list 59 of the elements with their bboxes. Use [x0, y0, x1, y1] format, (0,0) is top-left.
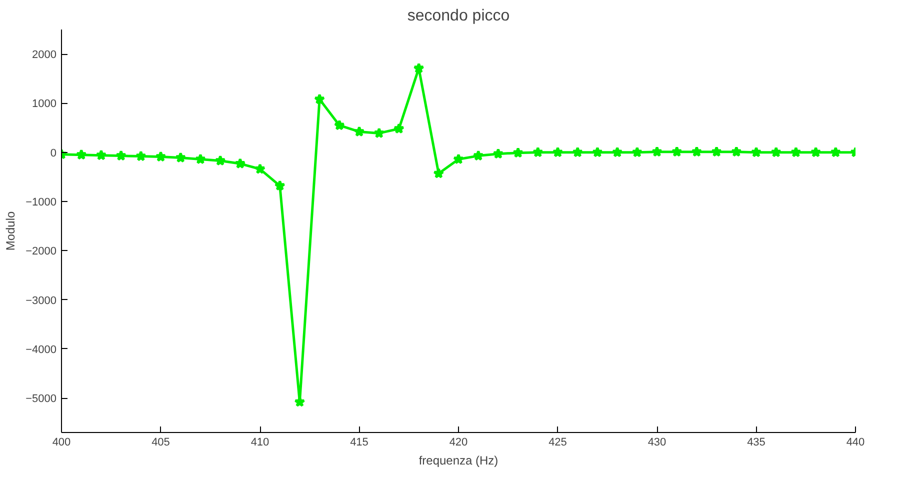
point	[234, 158, 246, 169]
point	[254, 163, 266, 174]
point	[334, 120, 345, 130]
point	[194, 153, 206, 164]
point	[572, 146, 584, 158]
x-tick-label: 435	[747, 436, 766, 448]
x-tick-label: 405	[152, 436, 170, 448]
x-axis-title: frequenza (Hz)	[418, 454, 498, 468]
x-tick-label: 430	[648, 436, 666, 448]
x-tick-label: 415	[350, 436, 368, 448]
y-tick-label: −2000	[26, 246, 57, 258]
point	[691, 146, 702, 157]
point	[612, 146, 623, 158]
point	[592, 146, 603, 158]
x-tick-label: 420	[449, 436, 468, 448]
point	[413, 62, 424, 74]
point	[532, 146, 544, 158]
y-tick-label: 0	[50, 147, 57, 160]
x-tick-label: 410	[250, 436, 270, 448]
point	[711, 146, 722, 157]
point	[492, 148, 504, 159]
point	[830, 146, 842, 158]
point	[452, 153, 464, 164]
y-tick-label: 2000	[32, 49, 57, 62]
point	[651, 146, 663, 157]
y-tick-label: −4000	[26, 344, 57, 356]
point	[96, 150, 107, 160]
point	[790, 146, 802, 158]
point	[175, 152, 186, 163]
point	[750, 146, 762, 158]
point	[671, 146, 682, 157]
x-tick-label: 440	[846, 436, 865, 448]
point	[472, 150, 484, 161]
point	[135, 150, 146, 162]
x-tick-label: 425	[548, 436, 567, 448]
point	[393, 123, 404, 134]
point	[155, 151, 166, 162]
y-tick-label: −1000	[26, 196, 57, 209]
point	[354, 126, 365, 137]
point	[374, 127, 385, 138]
point	[433, 168, 444, 178]
y-tick-label: 1000	[32, 98, 57, 110]
y-tick-label: −5000	[26, 393, 57, 406]
chart-title: secondo picco	[407, 8, 510, 24]
point	[314, 94, 326, 104]
y-tick-label: −3000	[26, 294, 57, 307]
point	[632, 146, 643, 158]
point	[810, 146, 822, 158]
point	[770, 146, 782, 158]
point	[512, 147, 524, 158]
point	[214, 154, 226, 166]
point	[730, 146, 742, 157]
point	[76, 149, 87, 160]
x-tick-label: 400	[52, 436, 71, 448]
point	[294, 396, 306, 407]
point	[116, 150, 127, 161]
point	[552, 146, 564, 158]
y-axis-title: Modulo	[4, 210, 18, 251]
point	[274, 180, 286, 191]
